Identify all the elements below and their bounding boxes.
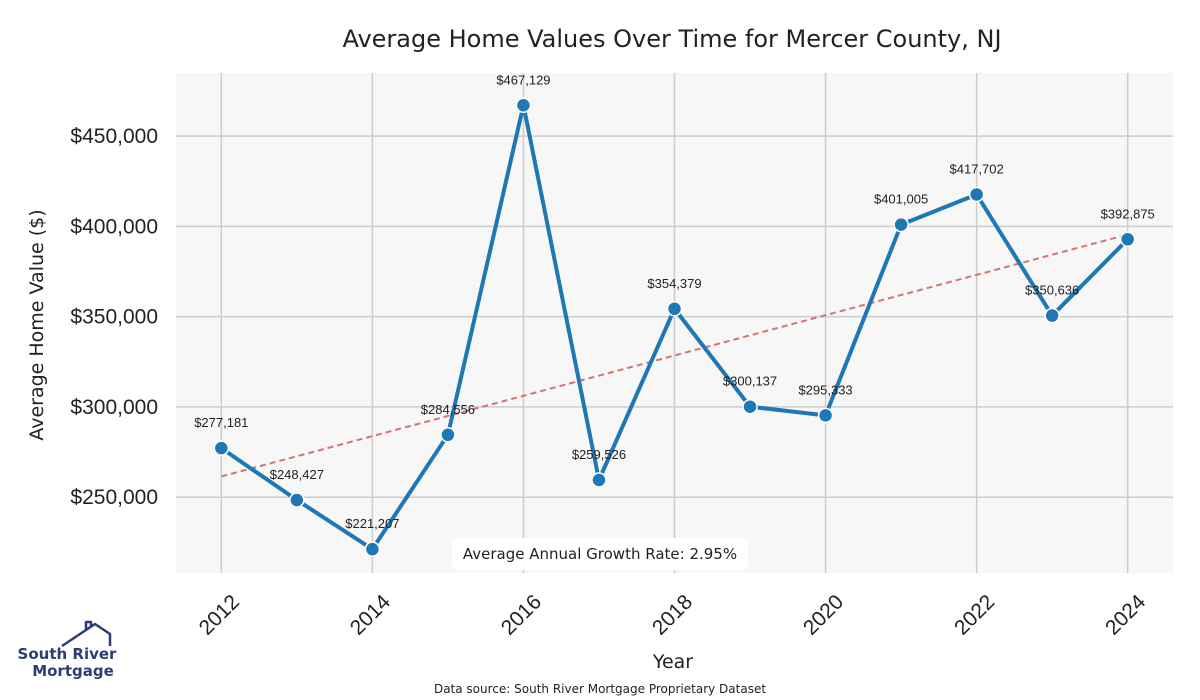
trend-line	[221, 233, 1128, 478]
data-label: $401,005	[874, 192, 928, 207]
data-label: $354,379	[647, 276, 701, 291]
x-tick-label: 2014	[346, 590, 396, 640]
data-labels: $277,181 $248,427 $221,207 $284,556 $467,129…	[194, 72, 1155, 531]
growth-annotation: Average Annual Growth Rate: 2.95%	[463, 545, 737, 563]
x-axis-title: Year	[652, 651, 693, 673]
x-tick-label: 2016	[497, 590, 546, 639]
data-point	[515, 97, 532, 114]
data-point	[213, 440, 230, 456]
grid-lines	[176, 73, 1173, 573]
data-label: $221,207	[345, 516, 399, 531]
y-tick-label: $250,000	[70, 486, 158, 509]
data-label: $350,636	[1025, 283, 1079, 298]
data-point	[893, 216, 909, 233]
data-source-note: Data source: South River Mortgage Propri…	[434, 682, 766, 696]
data-points	[213, 97, 1136, 557]
data-label: $259,526	[572, 447, 626, 462]
data-point	[591, 472, 607, 488]
y-tick-label: $350,000	[70, 306, 158, 329]
data-point	[364, 541, 381, 557]
logo: South River Mortgage	[18, 620, 118, 680]
house-roof-icon	[61, 620, 112, 648]
data-point	[817, 407, 834, 424]
y-tick-label: $400,000	[70, 215, 158, 238]
x-tick-label: 2012	[195, 590, 244, 639]
data-point	[742, 398, 758, 415]
y-tick-labels: $250,000 $300,000 $350,000 $400,000 $450,000	[70, 125, 158, 509]
x-tick-label: 2022	[950, 590, 999, 639]
logo-line-2: Mortgage	[32, 662, 114, 680]
data-label: $295,333	[798, 382, 852, 397]
y-axis-title: Average Home Value ($)	[26, 209, 48, 440]
data-label: $467,129	[496, 72, 550, 87]
data-point	[440, 427, 456, 443]
data-point	[1119, 231, 1136, 248]
data-label: $392,875	[1101, 206, 1155, 221]
growth-annotation-box: Average Annual Growth Rate: 2.95%	[452, 538, 748, 570]
chart-title: Average Home Values Over Time for Mercer…	[342, 25, 1001, 53]
x-tick-labels: 2012 2014 2016 2018 2020 2022 2024	[195, 590, 1151, 640]
logo-line-1: South River	[18, 645, 118, 663]
y-tick-label: $300,000	[70, 396, 158, 419]
data-label: $277,181	[194, 415, 248, 430]
data-label: $300,137	[723, 374, 777, 389]
data-label: $284,556	[421, 402, 475, 417]
y-tick-label: $450,000	[70, 125, 158, 148]
x-tick-label: 2024	[1101, 590, 1151, 640]
data-point	[666, 301, 683, 317]
data-point	[289, 492, 305, 508]
x-tick-label: 2020	[799, 590, 848, 639]
data-point	[968, 186, 985, 203]
data-point	[1044, 307, 1060, 324]
data-label: $248,427	[270, 467, 324, 482]
x-tick-label: 2018	[648, 590, 697, 639]
data-label: $417,702	[950, 161, 1004, 176]
